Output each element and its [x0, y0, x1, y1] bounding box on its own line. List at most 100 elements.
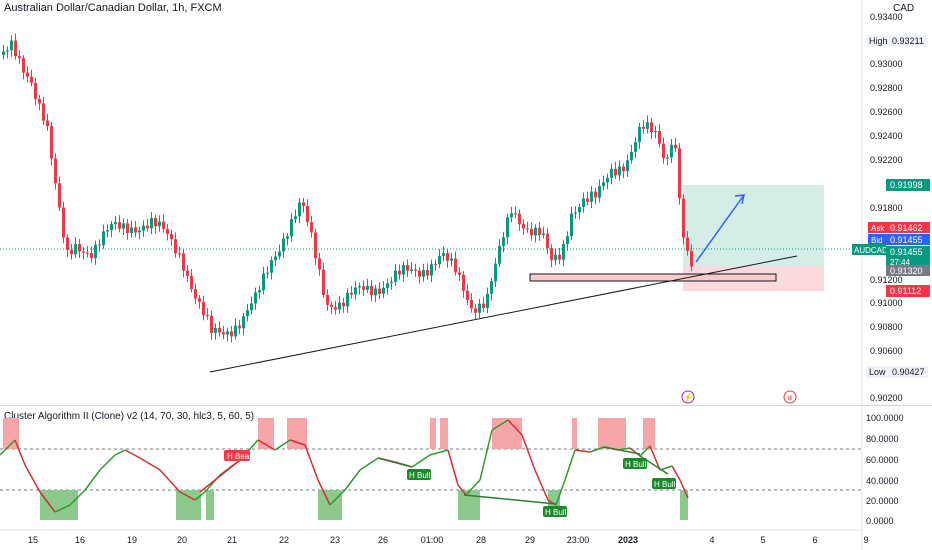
candle-body — [466, 290, 469, 300]
oscillator-segment — [257, 439, 276, 451]
price-candles[interactable] — [2, 33, 693, 343]
oscillator-segment — [564, 449, 576, 481]
candle-body — [662, 143, 665, 159]
candle-body — [474, 308, 477, 313]
oscillator-segment — [0, 439, 16, 456]
candle-body — [334, 307, 337, 310]
oscillator-bands — [3, 418, 688, 520]
candle-body — [342, 302, 345, 307]
stop-badge — [886, 285, 930, 297]
price-tick: 0.90200 — [870, 393, 903, 403]
candle-body — [346, 292, 349, 307]
time-tick: 22 — [279, 535, 289, 545]
support-zone-box[interactable] — [529, 273, 777, 282]
candle-body — [26, 72, 29, 77]
candle-body — [654, 131, 657, 133]
candle-body — [106, 230, 109, 232]
ask-label: Ask — [871, 224, 885, 233]
candle-body — [254, 292, 257, 304]
candle-body — [330, 304, 333, 308]
candle-body — [438, 255, 441, 265]
candle-body — [538, 227, 541, 236]
candle-body — [350, 292, 353, 295]
candle-body — [198, 298, 201, 302]
candle-body — [202, 301, 205, 316]
oscillator-segment — [534, 469, 549, 501]
ob-band — [492, 418, 522, 449]
oscillator-segment — [589, 446, 605, 453]
time-axis[interactable]: 15 16 19 20 21 22 23 26 01:00 28 29 23:0… — [28, 535, 869, 545]
oscillator-segment — [555, 479, 566, 506]
oscillator-segment — [159, 469, 181, 493]
price-tick: 0.90800 — [870, 322, 903, 332]
candle-body — [554, 254, 557, 261]
time-tick: 2023 — [618, 535, 638, 545]
candle-body — [58, 183, 61, 208]
candle-body — [14, 40, 17, 57]
ob-band — [258, 418, 274, 449]
trendline[interactable] — [209, 255, 798, 373]
oscillator-segment — [479, 429, 493, 481]
candle-body — [298, 202, 301, 217]
candle-body — [46, 120, 49, 127]
candle-body — [430, 264, 433, 276]
candle-body — [118, 222, 121, 229]
candle-body — [50, 126, 53, 159]
candle-body — [414, 269, 417, 271]
lightning-event-icon[interactable] — [681, 390, 695, 404]
target-zone[interactable] — [683, 185, 824, 266]
candle-body — [38, 99, 41, 104]
bull-divergence — [463, 494, 557, 505]
oscillator-segment — [671, 465, 681, 481]
projection-arrow[interactable] — [695, 194, 745, 263]
candle-body — [518, 213, 521, 225]
ask-value: 0.91462 — [890, 223, 923, 233]
candle-body — [150, 217, 153, 229]
oscillator-segment — [274, 439, 291, 451]
oscillator-line[interactable] — [0, 419, 689, 513]
pane-separator[interactable] — [0, 405, 932, 406]
price-tick: 0.91000 — [870, 298, 903, 308]
candle-body — [234, 325, 237, 337]
oscillator-segment — [429, 449, 449, 456]
candle-body — [162, 221, 165, 229]
candle-body — [154, 217, 157, 227]
time-tick: 23 — [330, 535, 340, 545]
candle-body — [214, 327, 217, 334]
indicator-legend[interactable]: Cluster Algorithm II (Clone) v2 (14, 70,… — [4, 411, 255, 422]
candle-body — [594, 191, 597, 198]
price-tick: 0.92800 — [870, 83, 903, 93]
candle-body — [278, 251, 281, 257]
candle-body — [666, 157, 669, 159]
oscillator-segment — [629, 447, 641, 457]
time-tick: 9 — [863, 535, 868, 545]
candle-body — [310, 222, 313, 233]
oscillator-axis[interactable]: 100.0000 80.0000 60.0000 40.0000 20.0000… — [866, 413, 904, 526]
candle-body — [530, 228, 533, 236]
price-tick: 0.90600 — [870, 346, 903, 356]
candle-body — [22, 58, 25, 73]
candle-body — [678, 148, 681, 199]
candle-body — [658, 131, 661, 144]
price-axis[interactable]: 0.93400 0.93000 0.92800 0.92600 0.92400 … — [870, 12, 903, 403]
oscillator-segment — [194, 491, 206, 501]
candle-body — [222, 332, 225, 335]
oscillator-segment — [507, 419, 523, 436]
oscillator-segment — [457, 484, 467, 496]
candle-body — [158, 221, 161, 227]
price-tick: 0.93400 — [870, 12, 903, 22]
candle-body — [18, 56, 21, 59]
ob-band — [430, 418, 436, 449]
candle-body — [562, 244, 565, 260]
price-badges: High 0.93211 0.91998 Ask 0.91462 Bid 0.9… — [852, 35, 930, 378]
candle-body — [74, 244, 77, 255]
economic-event-icon[interactable] — [783, 390, 797, 404]
candle-body — [306, 205, 309, 223]
candle-body — [558, 254, 561, 260]
candle-body — [374, 288, 377, 296]
entry-value: 0.91320 — [890, 266, 923, 276]
time-tick: 23:00 — [567, 535, 590, 545]
target-badge — [886, 179, 930, 191]
candle-body — [186, 270, 189, 276]
